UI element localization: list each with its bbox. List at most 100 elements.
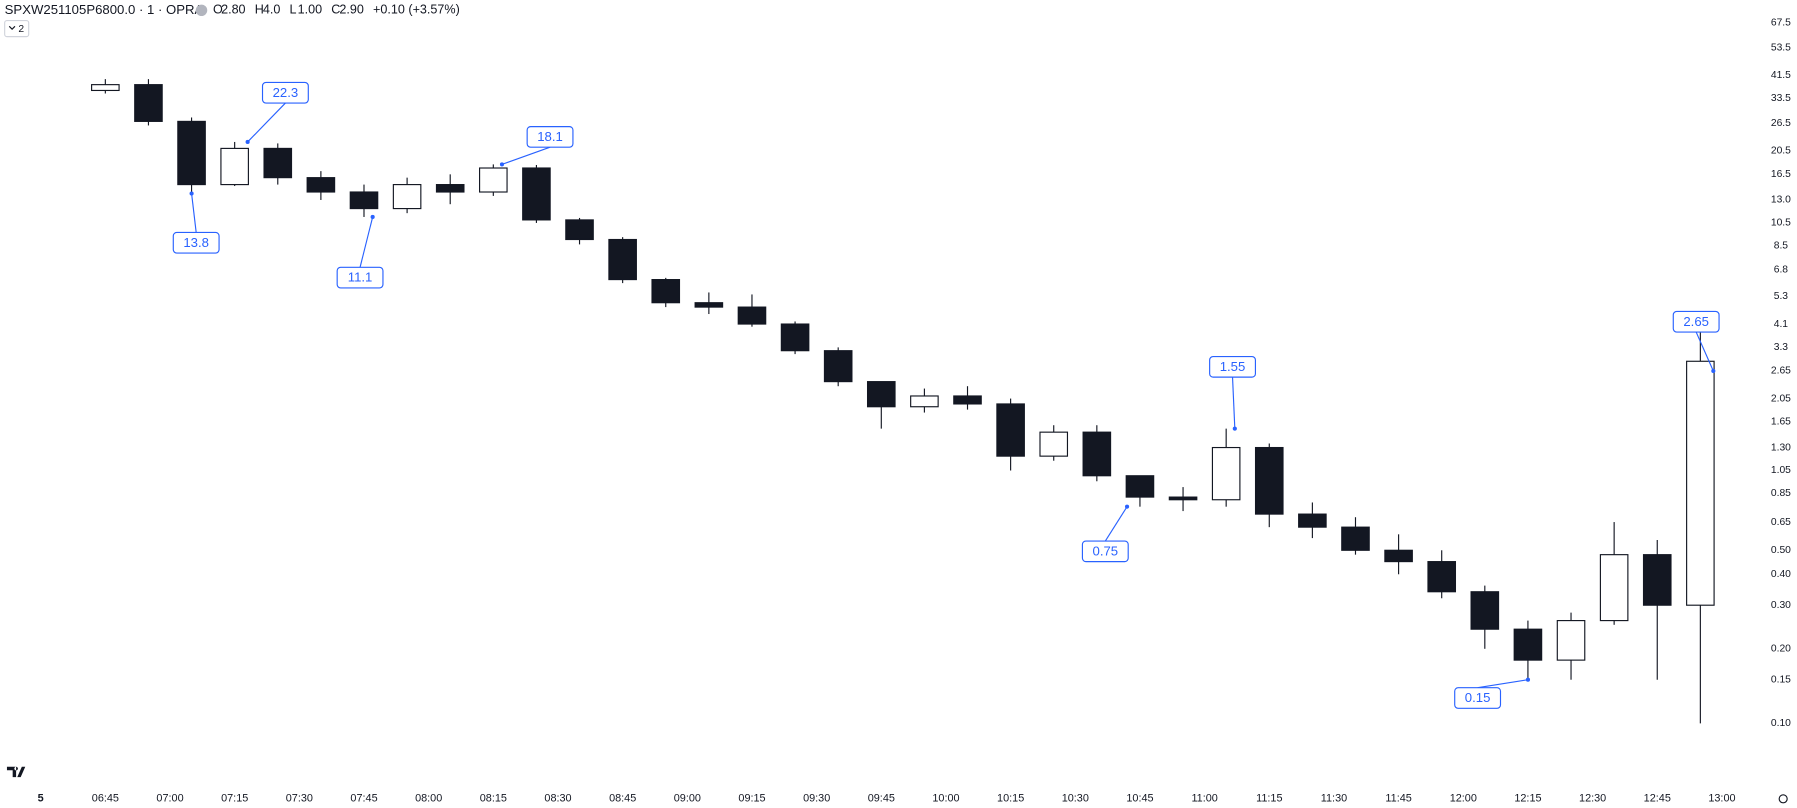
x-tick-label: 12:30 xyxy=(1579,793,1606,805)
y-tick-label: 6.8 xyxy=(1774,264,1789,275)
candle-body xyxy=(823,350,853,383)
candle-body xyxy=(1384,549,1413,563)
y-tick-label: 41.5 xyxy=(1771,70,1791,81)
candle-body xyxy=(565,219,594,241)
candle-body xyxy=(1211,446,1241,501)
candle-body xyxy=(1254,446,1284,515)
x-tick-label: 11:45 xyxy=(1385,793,1411,805)
status-dot xyxy=(195,4,208,17)
callout-label: 11.1 xyxy=(348,270,373,285)
candle-body xyxy=(996,403,1025,457)
candle-body xyxy=(306,177,336,193)
y-tick-label: 4.1 xyxy=(1774,319,1789,330)
candle-body xyxy=(866,381,896,408)
gear[interactable] xyxy=(1778,794,1788,804)
callout-point xyxy=(1124,504,1130,509)
x-tick-label: 10:15 xyxy=(997,793,1024,805)
candle-body xyxy=(1599,554,1629,622)
ohlc-value: 2.90 xyxy=(339,3,363,17)
callout-line xyxy=(1695,331,1714,372)
x-tick-label: 11:30 xyxy=(1321,793,1347,805)
y-tick-label: 16.5 xyxy=(1771,169,1791,180)
y-tick-label: 0.65 xyxy=(1771,517,1791,528)
ohlc-value: 2.80 xyxy=(221,3,245,17)
y-tick-label: 0.50 xyxy=(1771,545,1791,556)
callout-label: 0.15 xyxy=(1465,690,1491,705)
callout-line xyxy=(191,193,197,233)
callout-box xyxy=(1081,540,1129,563)
y-tick-label: 1.30 xyxy=(1771,442,1791,453)
candle-body xyxy=(1556,620,1586,661)
candle-body xyxy=(694,302,724,308)
ohlc-key: C xyxy=(331,3,340,17)
callout-point xyxy=(1232,426,1237,431)
chevron xyxy=(8,25,16,30)
candle-body xyxy=(134,84,163,122)
x-tick-label: 11:15 xyxy=(1256,793,1282,805)
y-tick-label: 0.30 xyxy=(1771,600,1791,611)
settings-icon[interactable] xyxy=(1778,794,1788,804)
toggle-box[interactable] xyxy=(4,20,30,38)
ohlc-value: 4.0 xyxy=(263,3,281,17)
x-tick-label: 08:00 xyxy=(415,793,442,805)
ohlc-key: H xyxy=(255,3,264,17)
candle-body xyxy=(263,147,293,179)
candle-body xyxy=(1298,513,1327,528)
candle-body xyxy=(737,306,767,325)
y-tick-label: 8.5 xyxy=(1774,240,1789,251)
callout-box xyxy=(1672,310,1720,333)
candle-body xyxy=(953,395,982,405)
x-tick-label: 12:15 xyxy=(1514,793,1541,805)
callout-line xyxy=(359,216,374,268)
candle-body xyxy=(1082,431,1112,477)
candle-body xyxy=(177,120,206,186)
callout-point xyxy=(189,191,194,196)
candle-body xyxy=(1513,628,1543,661)
x-tick-label: 08:45 xyxy=(609,793,636,805)
candle-body xyxy=(1168,496,1198,501)
y-tick-label: 33.5 xyxy=(1771,93,1791,104)
candle-body xyxy=(435,184,465,193)
indicator-toggle[interactable]: 2 xyxy=(4,20,30,38)
callout-label: 18.1 xyxy=(537,129,563,144)
candle-body xyxy=(1686,360,1715,606)
candle-body xyxy=(910,395,939,408)
x-tick-label: 12:45 xyxy=(1644,793,1671,805)
indicator-count: 2 xyxy=(18,24,24,35)
x-tick-label: 07:30 xyxy=(286,793,313,805)
candle-body xyxy=(1039,431,1069,457)
candle-body xyxy=(1470,591,1500,630)
y-tick-label: 0.40 xyxy=(1771,569,1791,580)
callout-box xyxy=(261,81,309,104)
callout-line xyxy=(247,102,286,143)
ohlc-key: L xyxy=(290,3,297,17)
callout-box xyxy=(336,266,384,289)
candle-body xyxy=(349,191,379,210)
x-tick-label: 09:15 xyxy=(738,793,765,805)
candle-body xyxy=(479,167,508,193)
callout-label: 22.3 xyxy=(273,85,299,100)
candle-body xyxy=(651,279,681,304)
x-tick-label: 09:00 xyxy=(674,793,701,805)
candle-body xyxy=(1341,526,1370,551)
y-tick-label: 67.5 xyxy=(1771,18,1791,29)
callout-point xyxy=(370,214,375,220)
symbol-title: SPXW251105P6800.0 · 1 · OPRA xyxy=(5,2,204,17)
candle-body xyxy=(1427,561,1457,593)
candle-body xyxy=(91,84,120,92)
callout-label: 2.65 xyxy=(1683,314,1709,329)
x-tick-label: 07:00 xyxy=(156,793,183,805)
callout-point xyxy=(1711,368,1716,374)
callout-line xyxy=(1231,377,1236,429)
callout-line xyxy=(1104,506,1128,542)
y-tick-label: 5.3 xyxy=(1774,291,1789,302)
callout-point xyxy=(499,162,505,167)
x-tick-label: 10:45 xyxy=(1126,793,1153,805)
candle-body xyxy=(220,147,249,186)
callout-line xyxy=(1477,679,1529,689)
change: +0.10 (+3.57%) xyxy=(373,3,460,17)
x-tick-label: 07:45 xyxy=(350,793,377,805)
callout-label: 0.75 xyxy=(1093,543,1119,558)
